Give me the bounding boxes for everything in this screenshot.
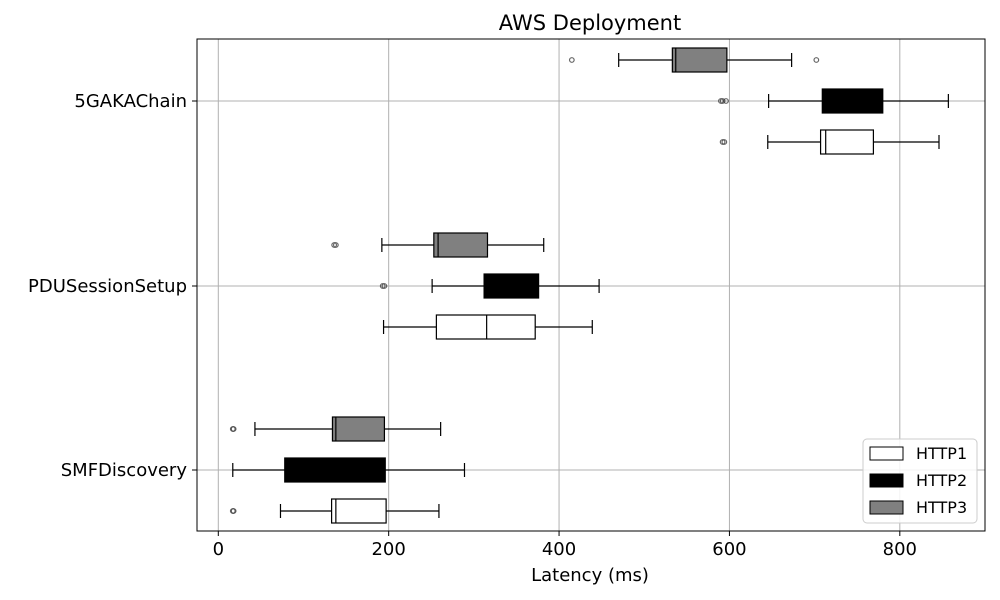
box-groups: [229, 47, 949, 524]
x-axis-label: Latency (ms): [531, 565, 649, 586]
y-tick-label: 5GAKAChain: [74, 91, 187, 112]
x-tick-label: 600: [712, 539, 746, 560]
outlier-point: [813, 57, 820, 63]
x-tick-label: 200: [371, 539, 405, 560]
box-iqr: [821, 88, 884, 114]
box-http2-pdusessionsetup: [379, 273, 600, 299]
box-http2-smfdiscovery: [232, 457, 466, 483]
box-iqr: [819, 129, 875, 155]
chart-title: AWS Deployment: [499, 11, 681, 35]
box-http3-smfdiscovery: [229, 416, 442, 442]
y-tick-label: SMFDiscovery: [61, 460, 188, 481]
box-iqr: [435, 314, 536, 340]
box-iqr: [433, 232, 489, 258]
legend-label-http3: HTTP3: [916, 498, 967, 517]
outlier-point: [381, 283, 388, 289]
outlier-point: [332, 242, 339, 248]
outlier-point: [230, 426, 237, 432]
plot-frame: [196, 38, 986, 532]
y-ticks: SMFDiscovery PDUSessionSetup 5GAKAChain: [28, 91, 197, 481]
x-tick-label: 400: [542, 539, 576, 560]
box-iqr: [331, 416, 386, 442]
outlier-point: [568, 57, 575, 63]
outlier-point: [723, 98, 729, 104]
box-iqr: [483, 273, 540, 299]
outlier-point: [721, 139, 728, 145]
box-http1-pdusessionsetup: [382, 314, 593, 340]
legend-label-http2: HTTP2: [916, 471, 967, 490]
x-tick-label: 800: [883, 539, 917, 560]
legend-label-http1: HTTP1: [916, 444, 967, 463]
box-http2-5gakachain: [718, 88, 949, 114]
x-tick-label: 0: [213, 539, 224, 560]
outlier-point: [230, 508, 237, 514]
box-iqr: [284, 457, 386, 483]
legend: HTTP1 HTTP2 HTTP3: [862, 438, 978, 524]
outlier-point: [719, 98, 726, 104]
legend-swatch-http2: [869, 473, 904, 488]
box-http1-5gakachain: [719, 129, 940, 155]
box-http3-pdusessionsetup: [331, 232, 545, 258]
box-http1-smfdiscovery: [229, 498, 440, 524]
x-ticks: 0 200 400 600 800: [213, 531, 917, 560]
box-http3-5gakachain: [568, 47, 820, 73]
legend-swatch-http1: [869, 446, 904, 461]
y-tick-label: PDUSessionSetup: [28, 276, 187, 297]
box-iqr: [671, 47, 728, 73]
legend-swatch-http3: [869, 500, 904, 515]
box-iqr: [330, 498, 387, 524]
